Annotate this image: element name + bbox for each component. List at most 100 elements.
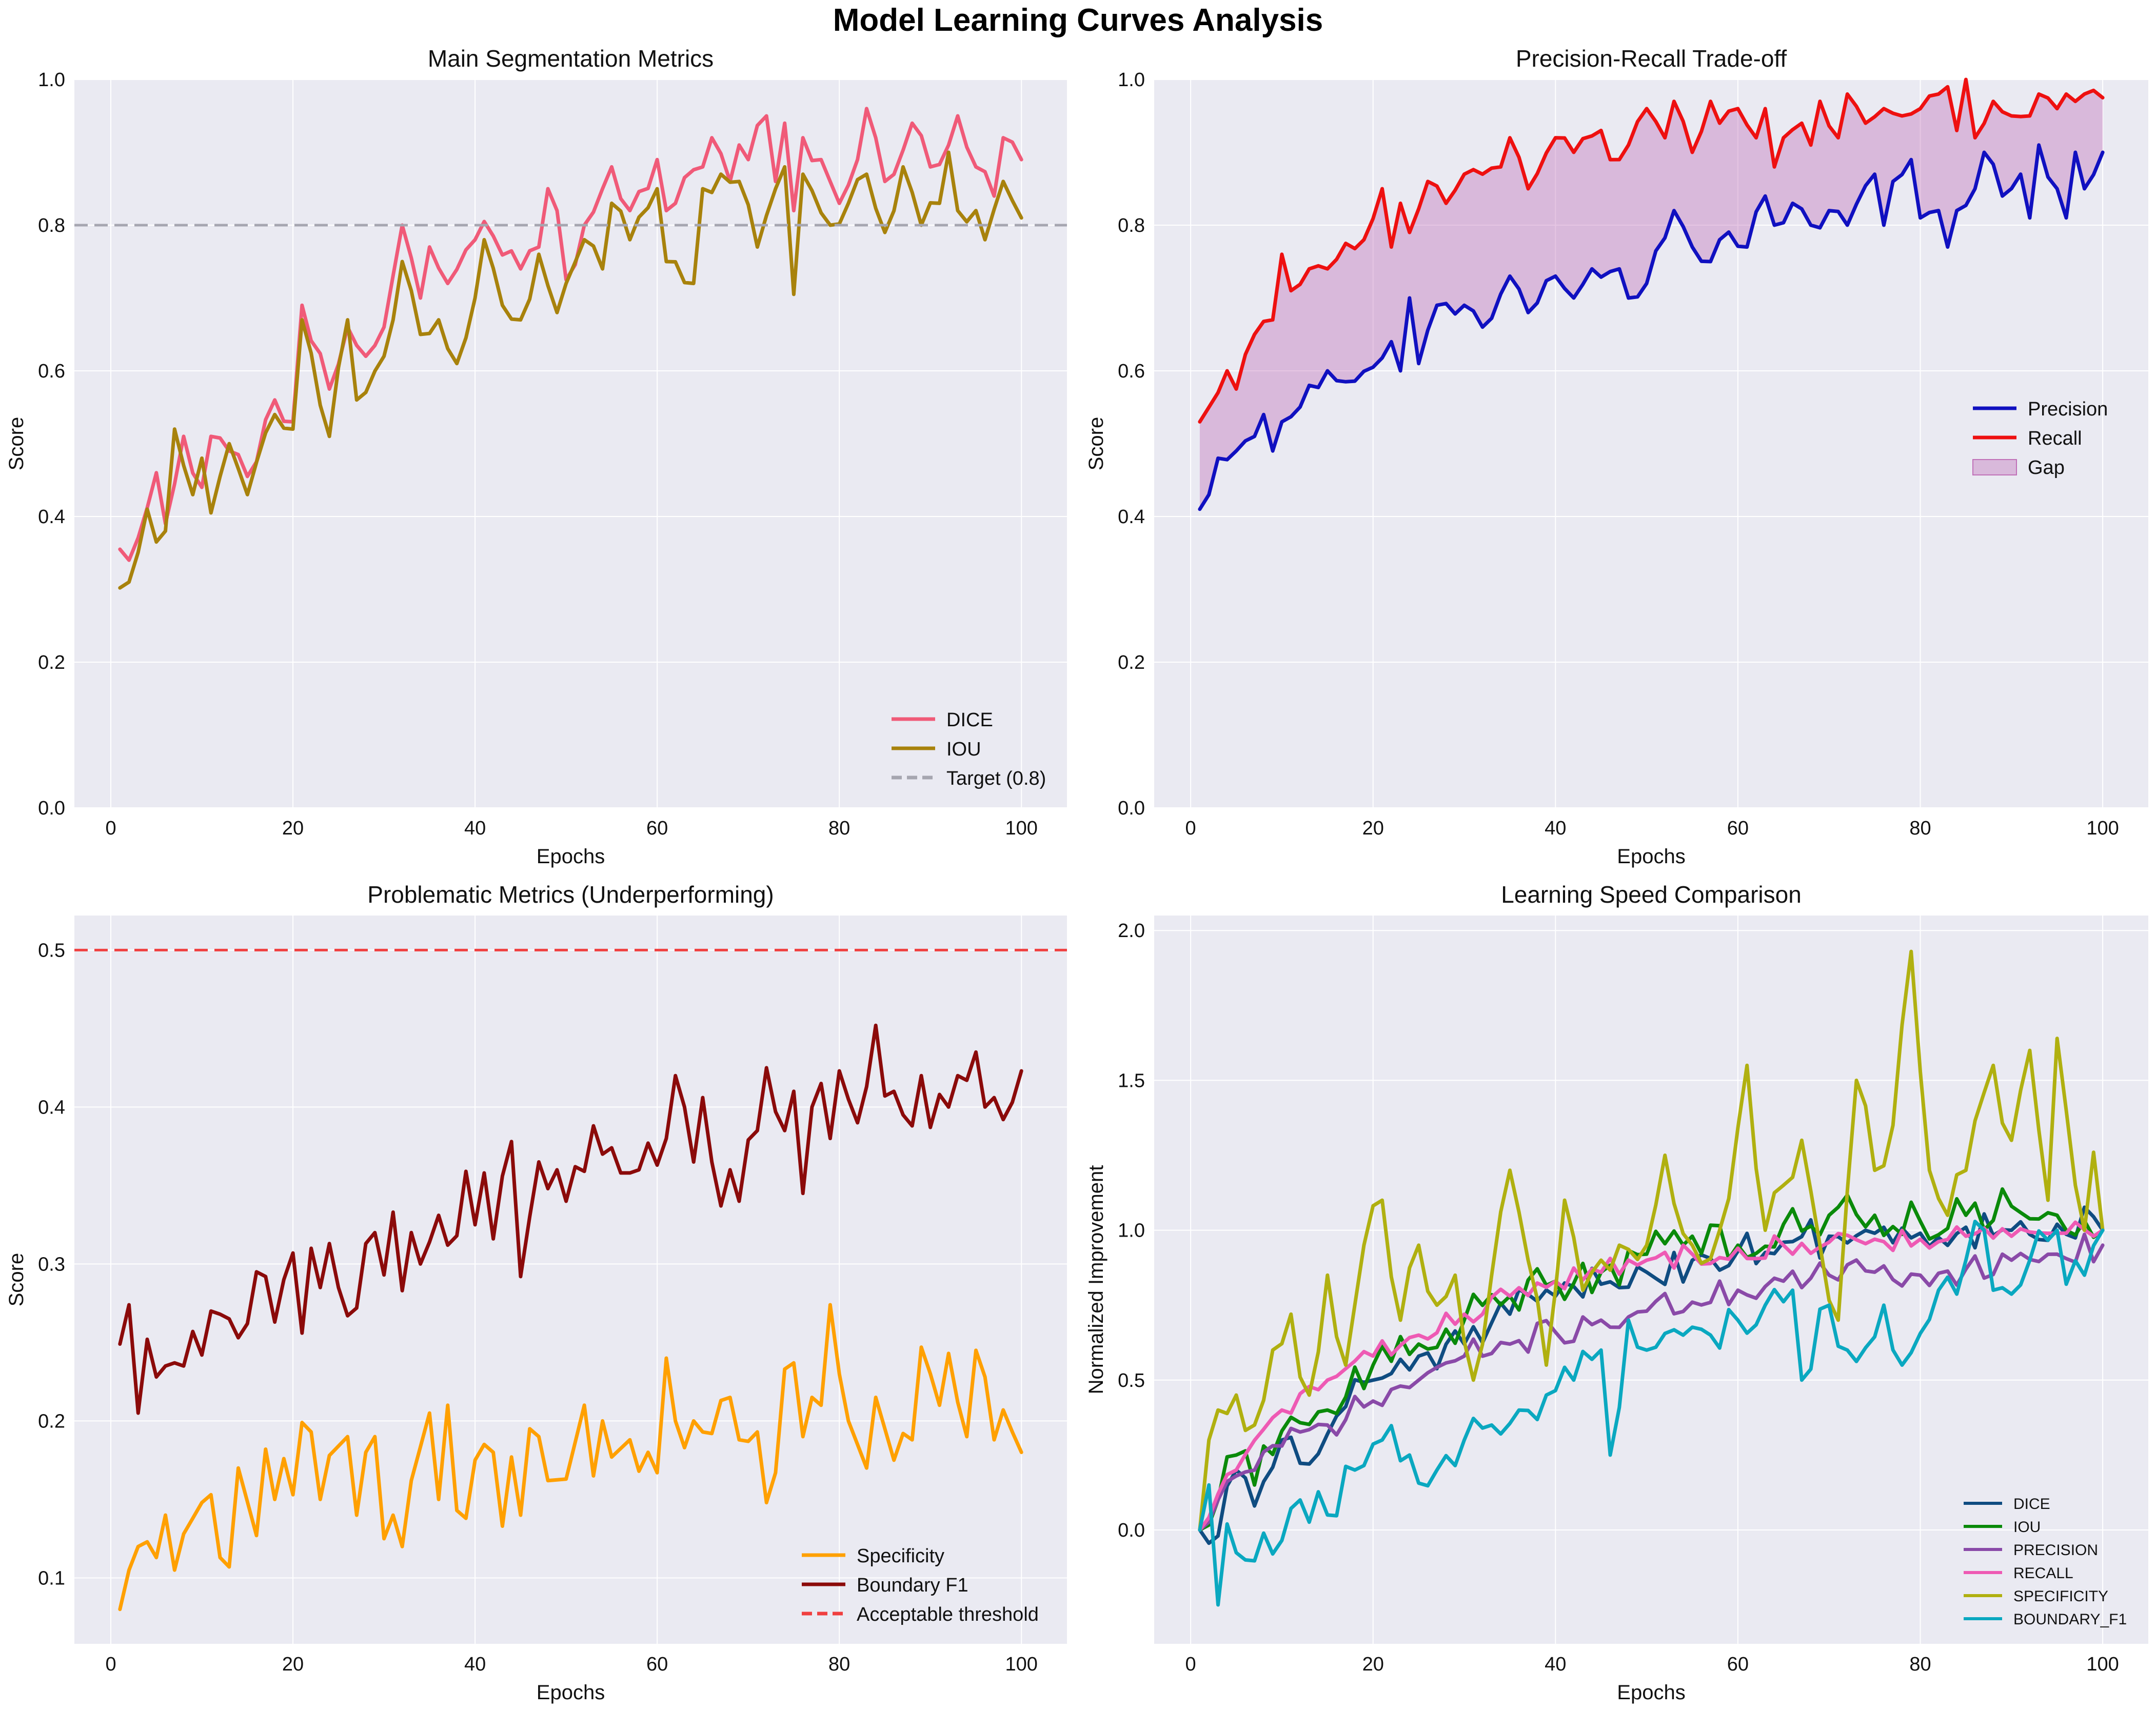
y-tick-label: 0.5 xyxy=(38,940,65,961)
y-tick-label: 1.0 xyxy=(1118,1220,1145,1242)
x-tick-label: 100 xyxy=(1005,818,1038,839)
series-line-precision xyxy=(1198,1232,2105,1532)
x-tick-label: 80 xyxy=(828,818,850,839)
x-tick-label: 60 xyxy=(1727,1654,1749,1675)
x-tick-label: 60 xyxy=(646,818,668,839)
legend-label-dice: DICE xyxy=(2013,1496,2050,1513)
legend-label-iou: IOU xyxy=(946,739,981,760)
y-axis-label: Score xyxy=(1085,417,1107,471)
x-tick-label: 100 xyxy=(2086,818,2119,839)
y-axis-label: Score xyxy=(5,1253,28,1307)
plot-lines xyxy=(1198,77,2105,511)
y-tick-label: 0.4 xyxy=(38,1097,65,1118)
legend-label-dice: DICE xyxy=(946,709,993,731)
y-tick-label: 1.0 xyxy=(1118,69,1145,91)
y-tick-label: 1.0 xyxy=(38,69,65,91)
x-tick-label: 100 xyxy=(1005,1654,1038,1675)
x-tick-label: 0 xyxy=(1185,818,1196,839)
y-tick-label: 0.6 xyxy=(1118,361,1145,382)
x-tick-label: 80 xyxy=(1909,1654,1931,1675)
plot-area xyxy=(74,916,1067,1644)
plot-area xyxy=(1154,916,2148,1644)
legend: DICE IOU PRECISION RECALL SPECIFICITY BOUNDAR… xyxy=(1964,1496,2127,1628)
chart-panel-1: 0 20 40 60 80 100 0.0 0.2 0.4 0.6 0.8 1.0 Main Segme… xyxy=(5,45,1067,868)
x-tick-label: 0 xyxy=(1185,1654,1196,1675)
x-axis-label: Epochs xyxy=(1617,845,1685,868)
chart-panel-2: 0 20 40 60 80 100 0.0 0.2 0.4 0.6 0.8 1.0 Precision-… xyxy=(1085,45,2148,868)
x-tick-label: 0 xyxy=(105,1654,116,1675)
y-tick-label: 0.2 xyxy=(38,652,65,673)
y-tick-label: 0.2 xyxy=(38,1410,65,1432)
y-tick-label: 0.1 xyxy=(38,1567,65,1589)
series-line-boundary-f1 xyxy=(118,1023,1023,1415)
plot-lines xyxy=(74,948,1067,1612)
chart-title: Problematic Metrics (Underperforming) xyxy=(367,881,774,908)
y-tick-label: 0.3 xyxy=(38,1254,65,1275)
y-tick-label: 0.0 xyxy=(38,798,65,819)
x-tick-label: 100 xyxy=(2086,1654,2119,1675)
chart-panel-4: 0 20 40 60 80 100 0.0 0.5 1.0 1.5 2.0 Learning Spee… xyxy=(1085,881,2148,1704)
chart-panel-3: 0 20 40 60 80 100 0.1 0.2 0.3 0.4 0.5 Problematic M… xyxy=(5,881,1067,1704)
y-tick-label: 1.5 xyxy=(1118,1070,1145,1091)
legend-label-target-0-8: Target (0.8) xyxy=(946,768,1046,789)
series-line-precision xyxy=(1198,143,2105,511)
y-tick-label: 0.4 xyxy=(1118,506,1145,528)
y-tick-label: 0.6 xyxy=(38,361,65,382)
legend-label-acceptable-threshold: Acceptable threshold xyxy=(857,1604,1039,1625)
series-line-dice xyxy=(1198,1205,2105,1545)
series-line-iou xyxy=(1198,1187,2105,1532)
series-line-specificity xyxy=(1198,949,2105,1532)
y-tick-label: 0.2 xyxy=(1118,652,1145,673)
x-tick-label: 20 xyxy=(282,1654,304,1675)
x-tick-label: 0 xyxy=(105,818,116,839)
x-tick-label: 80 xyxy=(828,1654,850,1675)
x-tick-label: 40 xyxy=(1545,818,1566,839)
x-axis-label: Epochs xyxy=(1617,1681,1685,1704)
x-tick-label: 40 xyxy=(1545,1654,1566,1675)
y-tick-label: 0.8 xyxy=(1118,215,1145,236)
y-tick-label: 0.0 xyxy=(1118,1520,1145,1541)
x-tick-label: 40 xyxy=(464,818,486,839)
legend-label-precision: Precision xyxy=(2028,399,2108,420)
series-line-recall xyxy=(1198,77,2105,424)
legend: Specificity Boundary F1 Acceptable thresho… xyxy=(802,1545,1039,1625)
legend-label-recall: Recall xyxy=(2028,428,2082,449)
legend-label-boundary-f1: BOUNDARY_F1 xyxy=(2013,1611,2127,1628)
plot-area xyxy=(1154,79,2148,808)
y-axis-label: Normalized Improvement xyxy=(1085,1165,1107,1395)
legend: Precision Recall Gap xyxy=(1972,399,2108,479)
legend-label-specificity: SPECIFICITY xyxy=(2013,1588,2108,1605)
chart-title: Learning Speed Comparison xyxy=(1501,881,1802,908)
plot-area xyxy=(74,79,1067,808)
y-tick-label: 2.0 xyxy=(1118,920,1145,942)
legend: DICE IOU Target (0.8) xyxy=(892,709,1046,789)
legend-label-iou: IOU xyxy=(2013,1519,2041,1536)
legend-label-boundary-f1: Boundary F1 xyxy=(857,1575,968,1596)
chart-title: Main Segmentation Metrics xyxy=(428,45,714,72)
x-tick-label: 40 xyxy=(464,1654,486,1675)
x-tick-label: 20 xyxy=(282,818,304,839)
series-line-iou xyxy=(118,150,1023,590)
legend-label-specificity: Specificity xyxy=(857,1545,944,1567)
legend-label-recall: RECALL xyxy=(2013,1565,2073,1582)
x-tick-label: 60 xyxy=(1727,818,1749,839)
x-tick-label: 20 xyxy=(1362,1654,1384,1675)
plot-lines xyxy=(1198,949,2105,1607)
y-tick-label: 0.8 xyxy=(38,215,65,236)
x-tick-label: 20 xyxy=(1362,818,1384,839)
x-axis-label: Epochs xyxy=(537,1681,605,1704)
legend-swatch-gap xyxy=(1972,459,2017,475)
plot-lines xyxy=(74,107,1067,590)
x-tick-label: 80 xyxy=(1909,818,1931,839)
chart-title: Precision-Recall Trade-off xyxy=(1516,45,1787,72)
legend-label-gap: Gap xyxy=(2028,457,2065,479)
series-line-boundary-f1 xyxy=(1198,1220,2105,1607)
series-line-recall xyxy=(1198,1220,2105,1532)
x-tick-label: 60 xyxy=(646,1654,668,1675)
x-axis-label: Epochs xyxy=(537,845,605,868)
gap-fill-area xyxy=(1199,79,2103,509)
figure-title: Model Learning Curves Analysis xyxy=(833,3,1323,38)
y-axis-label: Score xyxy=(5,417,28,471)
